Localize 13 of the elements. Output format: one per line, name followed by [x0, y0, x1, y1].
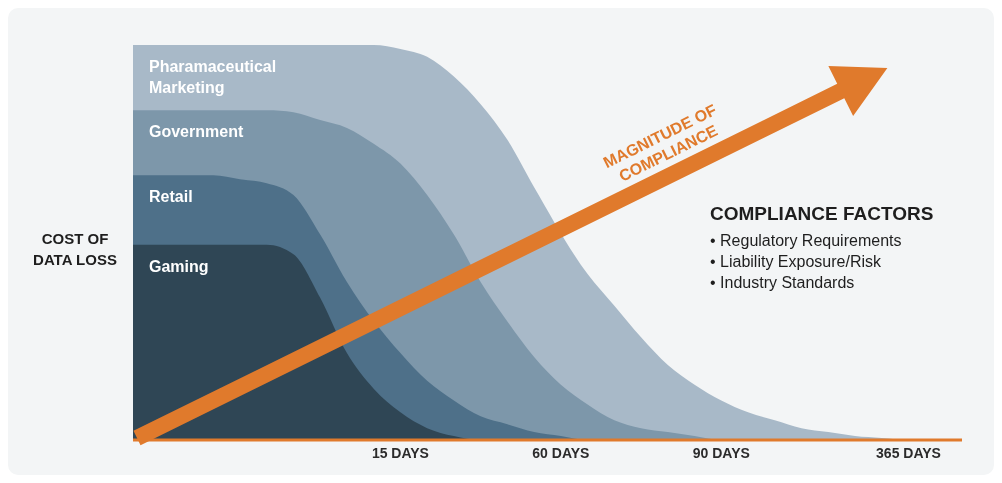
x-tick-label: 15 DAYS	[371, 444, 429, 461]
annotation: COMPLIANCE FACTORS	[710, 203, 934, 224]
series-label: Government	[149, 123, 244, 141]
annotation: • Regulatory Requirements	[710, 232, 902, 249]
x-tick-label: 60 DAYS	[532, 444, 590, 461]
y-axis-title: COST OF DATA LOSS	[33, 230, 117, 268]
series-label: Retail	[149, 188, 193, 206]
x-tick-label: 365 DAYS	[876, 444, 941, 461]
annotation: • Industry Standards	[710, 274, 855, 291]
series-label: Gaming	[149, 257, 209, 275]
annotation: • Liability Exposure/Risk	[710, 253, 882, 270]
x-tick-label: 90 DAYS	[692, 444, 750, 461]
series-label: Pharamaceutical Marketing	[149, 58, 277, 96]
